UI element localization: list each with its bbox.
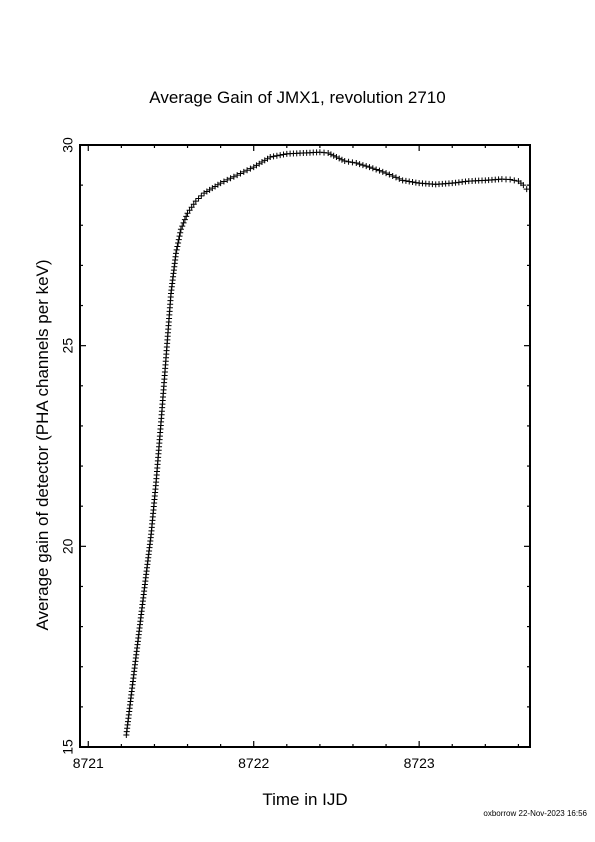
data-point (192, 198, 199, 205)
data-point (180, 219, 187, 226)
footer-stamp: oxborrow 22-Nov-2023 16:56 (483, 809, 587, 818)
data-point (173, 246, 180, 253)
data-point (341, 158, 348, 165)
data-point (406, 178, 413, 185)
data-point (230, 173, 237, 180)
data-point (227, 175, 234, 182)
data-point (396, 175, 403, 182)
data-point (409, 179, 416, 186)
data-point (240, 168, 247, 175)
data-point (175, 236, 182, 243)
data-point (172, 250, 179, 257)
data-points (123, 149, 530, 738)
data-point (175, 240, 182, 247)
data-point (244, 167, 251, 174)
data-point (188, 204, 195, 211)
data-point (267, 154, 274, 161)
data-point (183, 213, 190, 220)
data-point (177, 229, 184, 236)
data-point (330, 152, 337, 159)
data-point (359, 162, 366, 169)
data-point (186, 207, 193, 214)
data-point (177, 226, 184, 233)
data-point (345, 158, 352, 165)
data-point (176, 233, 183, 240)
data-point (356, 161, 363, 168)
data-point (184, 210, 191, 217)
data-point (386, 171, 393, 178)
y-tick-label: 20 (60, 538, 76, 554)
data-point (327, 151, 334, 158)
data-point (523, 186, 530, 193)
data-point (237, 170, 244, 177)
y-tick-label: 30 (60, 137, 76, 153)
data-point (412, 179, 419, 186)
axis-tick-labels: 15 20 25 30 8721 8722 8723 (60, 137, 435, 771)
x-tick-label: 8723 (404, 755, 435, 771)
data-point (217, 180, 224, 187)
data-point (325, 150, 332, 157)
data-point (333, 154, 340, 161)
data-point (383, 170, 390, 177)
data-point (373, 166, 380, 173)
data-point (220, 178, 227, 185)
x-tick-label: 8722 (238, 755, 269, 771)
data-point (195, 195, 202, 202)
data-point (190, 201, 197, 208)
data-point (353, 160, 360, 167)
data-point (511, 177, 518, 184)
data-point (349, 159, 356, 166)
data-point (224, 176, 231, 183)
data-point (181, 216, 188, 223)
data-point (247, 165, 254, 172)
data-point (273, 152, 280, 159)
data-point (366, 164, 373, 171)
data-point (336, 155, 343, 162)
data-point (376, 167, 383, 174)
data-point (338, 156, 345, 163)
data-point (369, 165, 376, 172)
data-point (389, 172, 396, 179)
data-point (379, 168, 386, 175)
x-tick-label: 8721 (73, 755, 104, 771)
data-point (179, 223, 186, 230)
y-tick-label: 15 (60, 739, 76, 755)
axis-ticks (80, 144, 530, 748)
data-point (198, 192, 205, 199)
data-point (507, 176, 514, 183)
plot-frame (79, 144, 531, 748)
data-point (399, 177, 406, 184)
data-point (402, 177, 409, 184)
chart-title: Average Gain of JMX1, revolution 2710 (149, 88, 446, 107)
data-point (363, 163, 370, 170)
y-axis-label: Average gain of detector (PHA channels p… (33, 259, 52, 631)
data-point (174, 243, 181, 250)
y-tick-label: 25 (60, 338, 76, 354)
data-point (277, 152, 284, 159)
data-point (270, 153, 277, 160)
data-point (280, 151, 287, 158)
data-point (520, 182, 527, 189)
data-point (234, 172, 241, 179)
data-point (392, 174, 399, 181)
x-axis-label: Time in IJD (262, 790, 348, 809)
